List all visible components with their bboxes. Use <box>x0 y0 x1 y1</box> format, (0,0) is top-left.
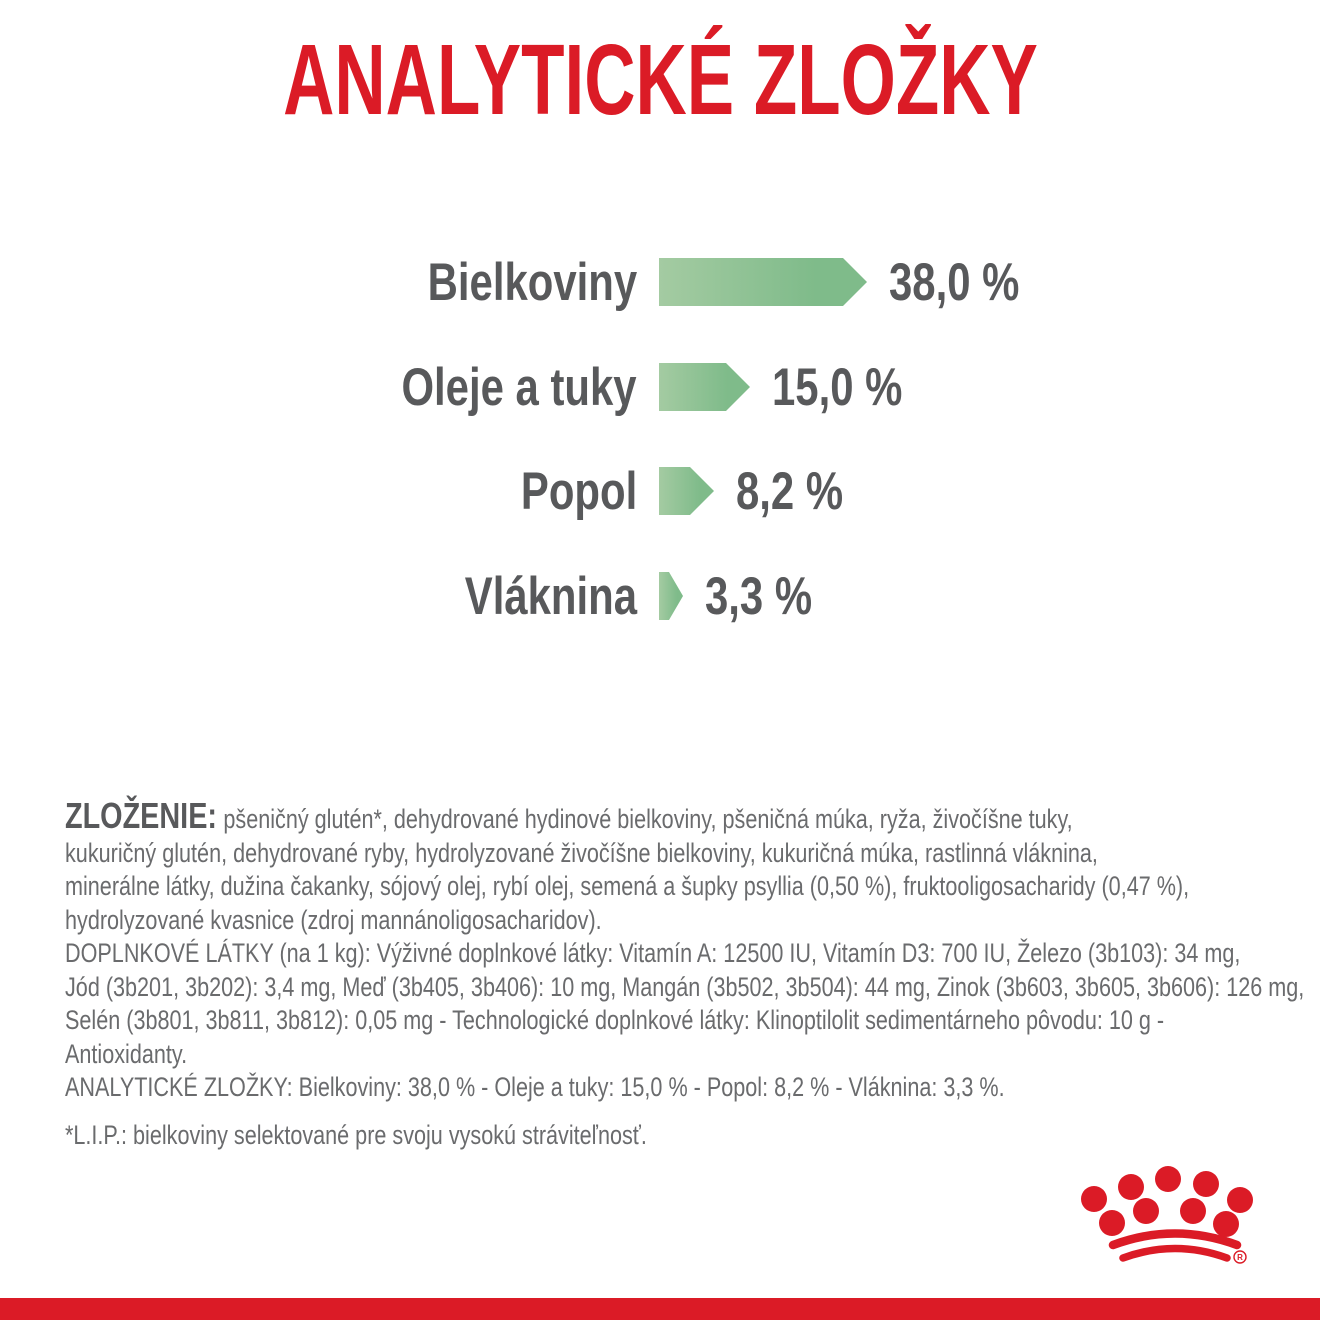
crown-dot <box>1227 1187 1253 1213</box>
chart-row-ash: Popol 8,2 % <box>0 461 1320 521</box>
crown-dot <box>1118 1174 1144 1200</box>
bottom-red-bar <box>0 1298 1320 1320</box>
registered-mark-letter: R <box>1237 1253 1243 1262</box>
row-label: Oleje a tuky <box>401 357 637 417</box>
row-label: Popol <box>520 461 637 521</box>
crown-dot <box>1193 1171 1219 1197</box>
crown-arc <box>1108 1229 1242 1250</box>
bar-shape <box>659 467 714 515</box>
lip-footnote: *L.I.P.: bielkoviny selektované pre svoj… <box>65 1119 647 1150</box>
additives-line: DOPLNKOVÉ LÁTKY (na 1 kg): Výživné dopln… <box>65 938 1241 968</box>
additives-line: Selén (3b801, 3b811, 3b812): 0,05 mg - T… <box>65 1005 1165 1035</box>
royal-canin-crown-logo: R <box>1081 1166 1253 1264</box>
page-title: ANALYTICKÉ ZLOŽKY <box>0 30 1320 130</box>
composition-line: hydrolyzované kvasnice (zdroj mannánolig… <box>65 904 602 935</box>
crown-dot <box>1180 1198 1206 1224</box>
bar-value: 38,0 % <box>889 252 1020 312</box>
composition-line-text: pšeničný glutén*, dehydrované hydinové b… <box>223 804 1073 834</box>
additives-line: Antioxidanty. <box>65 1038 188 1069</box>
bar-shape <box>659 363 750 411</box>
composition-line: minerálne látky, dužina čakanky, sójový … <box>65 871 1190 901</box>
crown-dot <box>1133 1198 1159 1224</box>
composition-heading: ZLOŽENIE: <box>65 795 217 836</box>
composition-line: kukuričný glutén, dehydrované ryby, hydr… <box>65 837 1098 868</box>
row-label: Vláknina <box>464 566 637 626</box>
composition-text-block: ZLOŽENIE: pšeničný glutén*, dehydrované h… <box>65 798 1305 1152</box>
page-title-text: ANALYTICKÉ ZLOŽKY <box>282 24 1038 136</box>
crown-dot <box>1155 1166 1181 1192</box>
row-label: Bielkoviny <box>427 252 637 312</box>
bar-value: 3,3 % <box>705 566 813 626</box>
bar-value: 15,0 % <box>772 357 903 417</box>
crown-arc <box>1119 1244 1231 1262</box>
registered-mark-icon <box>1233 1250 1247 1264</box>
analytical-constituents-line: ANALYTICKÉ ZLOŽKY: Bielkoviny: 38,0 % - … <box>65 1072 1005 1102</box>
bar-value: 8,2 % <box>736 461 844 521</box>
chart-row-proteins: Bielkoviny 38,0 % <box>0 252 1320 312</box>
chart-row-fibre: Vláknina 3,3 % <box>0 566 1320 626</box>
bar-shape <box>659 258 867 306</box>
crown-dot <box>1213 1211 1239 1237</box>
crown-dot <box>1099 1210 1125 1236</box>
additives-line: Jód (3b201, 3b202): 3,4 mg, Meď (3b405, … <box>65 971 1305 1002</box>
bar-shape <box>659 572 683 620</box>
crown-dot <box>1081 1186 1107 1212</box>
chart-row-fats: Oleje a tuky 15,0 % <box>0 357 1320 417</box>
composition-line: ZLOŽENIE: pšeničný glutén*, dehydrované h… <box>65 798 1305 837</box>
